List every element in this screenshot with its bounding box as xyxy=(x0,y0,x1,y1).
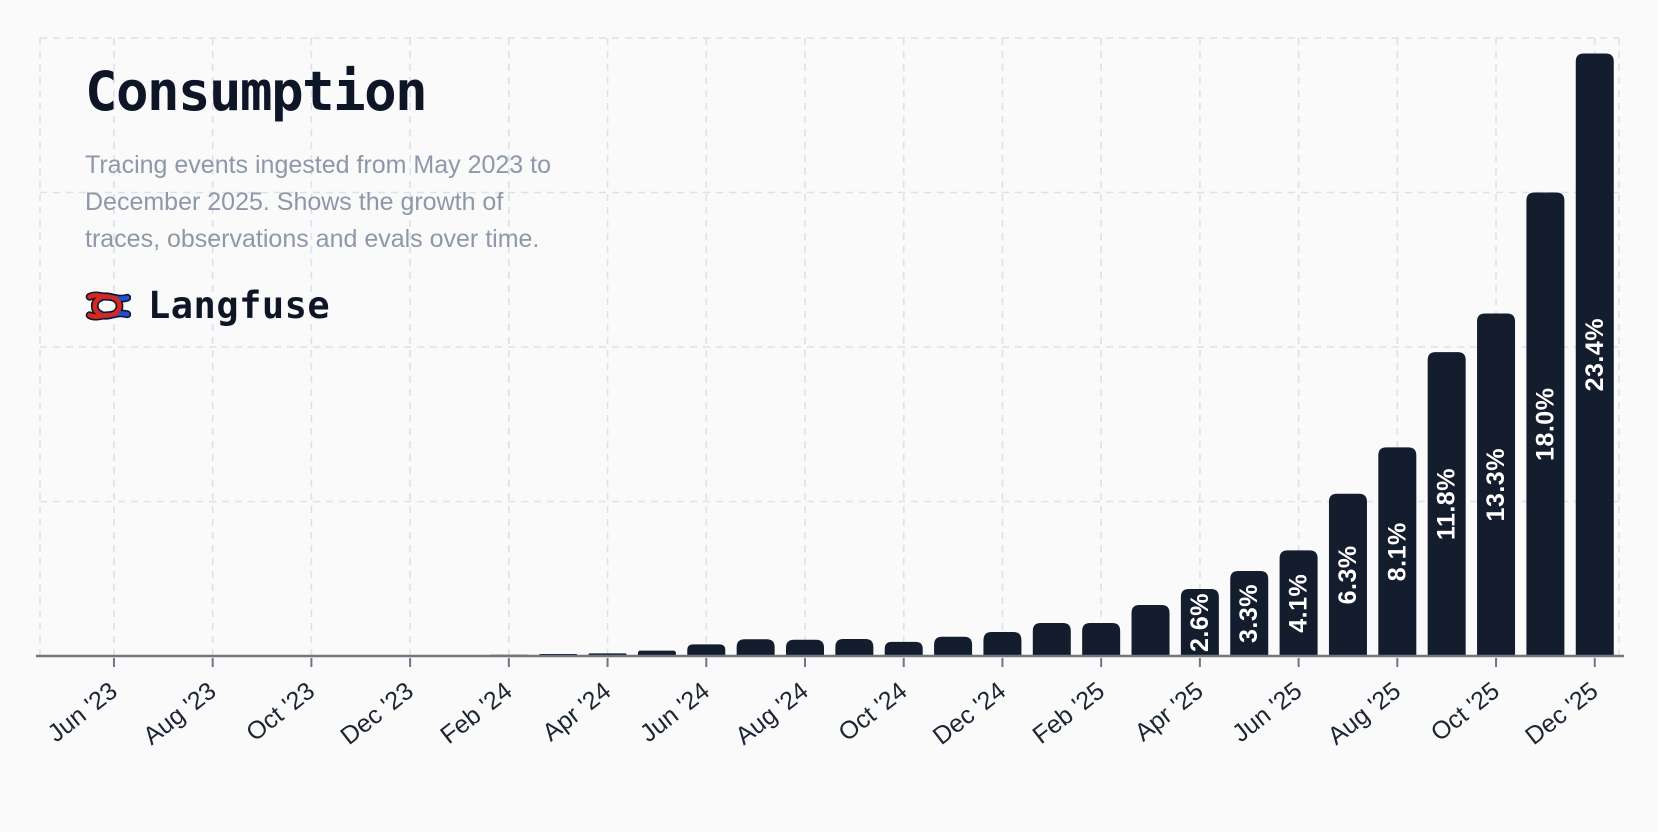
bar-Sep-25 xyxy=(1427,352,1466,656)
bar-value-label: 6.3% xyxy=(1334,545,1362,604)
bar-May-25 xyxy=(1230,571,1269,656)
brand-name: Langfuse xyxy=(148,284,331,328)
bar-value-label: 13.3% xyxy=(1482,448,1510,521)
x-tick-label: Oct '25 xyxy=(1426,677,1505,747)
bar-value-label: 4.1% xyxy=(1285,574,1313,633)
bar-Apr-25 xyxy=(1180,589,1219,656)
x-tick-label: Aug '24 xyxy=(730,677,814,751)
bar-value-label: 2.6% xyxy=(1186,593,1214,652)
bars: 2.6% 3.3% 4.1% 6.3% 8.1% 11.8% 13.3% 18.0% 23.4% xyxy=(45,53,1614,656)
bar-Nov-24 xyxy=(934,636,973,656)
bar-value-label: 8.1% xyxy=(1383,522,1411,581)
page-title: Consumption xyxy=(85,60,428,123)
x-tick-label: Jun '25 xyxy=(1227,677,1307,748)
chart-description: Tracing events ingested from May 2023 to… xyxy=(85,151,551,254)
bar-value-label: 18.0% xyxy=(1531,388,1559,461)
bar-Jun-25 xyxy=(1279,550,1318,656)
bar-Dec-24 xyxy=(983,632,1022,656)
x-tick-label: Aug '25 xyxy=(1323,677,1406,751)
bar-Jan-25 xyxy=(1032,623,1071,656)
bar-value-label: 23.4% xyxy=(1581,318,1609,391)
langfuse-knot-icon xyxy=(85,286,131,326)
bar-Jul-24 xyxy=(736,639,775,656)
x-axis xyxy=(36,654,1624,667)
bar-Dec-25 xyxy=(1575,53,1614,656)
bar-Aug-24 xyxy=(786,639,824,656)
bar-Oct-25 xyxy=(1477,313,1516,656)
bar-May-24 xyxy=(637,650,676,656)
x-axis-labels: Jun '23 Aug '23 Oct '23 Dec '23 Feb '24 Apr '… xyxy=(42,677,1603,751)
bar-value-label: 11.8% xyxy=(1433,468,1461,540)
x-tick-label: Dec '24 xyxy=(928,677,1011,751)
bar-Jul-25 xyxy=(1328,493,1367,656)
bar-Feb-25 xyxy=(1082,623,1121,656)
x-tick-label: Apr '25 xyxy=(1130,677,1209,747)
x-tick-label: Jun '23 xyxy=(42,677,122,748)
chart-header: Consumption Tracing events ingested from… xyxy=(85,60,645,328)
x-tick-label: Feb '25 xyxy=(1028,677,1110,750)
bar-Nov-25 xyxy=(1526,192,1565,656)
bar-Mar-25 xyxy=(1131,605,1170,656)
bar-value-label: 3.3% xyxy=(1235,584,1263,643)
bar-Jun-24 xyxy=(687,644,726,656)
bar-Oct-24 xyxy=(884,641,923,656)
x-tick-label: Oct '23 xyxy=(241,677,320,747)
x-tick-label: Dec '23 xyxy=(335,677,418,751)
bar-Sep-24 xyxy=(835,639,874,656)
bar-Aug-25 xyxy=(1378,447,1417,656)
x-tick-label: Apr '24 xyxy=(537,677,616,747)
x-tick-label: Feb '24 xyxy=(435,677,517,750)
x-tick-label: Aug '23 xyxy=(138,677,221,751)
x-tick-label: Jun '24 xyxy=(635,677,715,748)
x-tick-label: Oct '24 xyxy=(833,677,912,747)
brand-lockup: Langfuse xyxy=(85,284,645,327)
x-tick-label: Dec '25 xyxy=(1520,677,1603,751)
